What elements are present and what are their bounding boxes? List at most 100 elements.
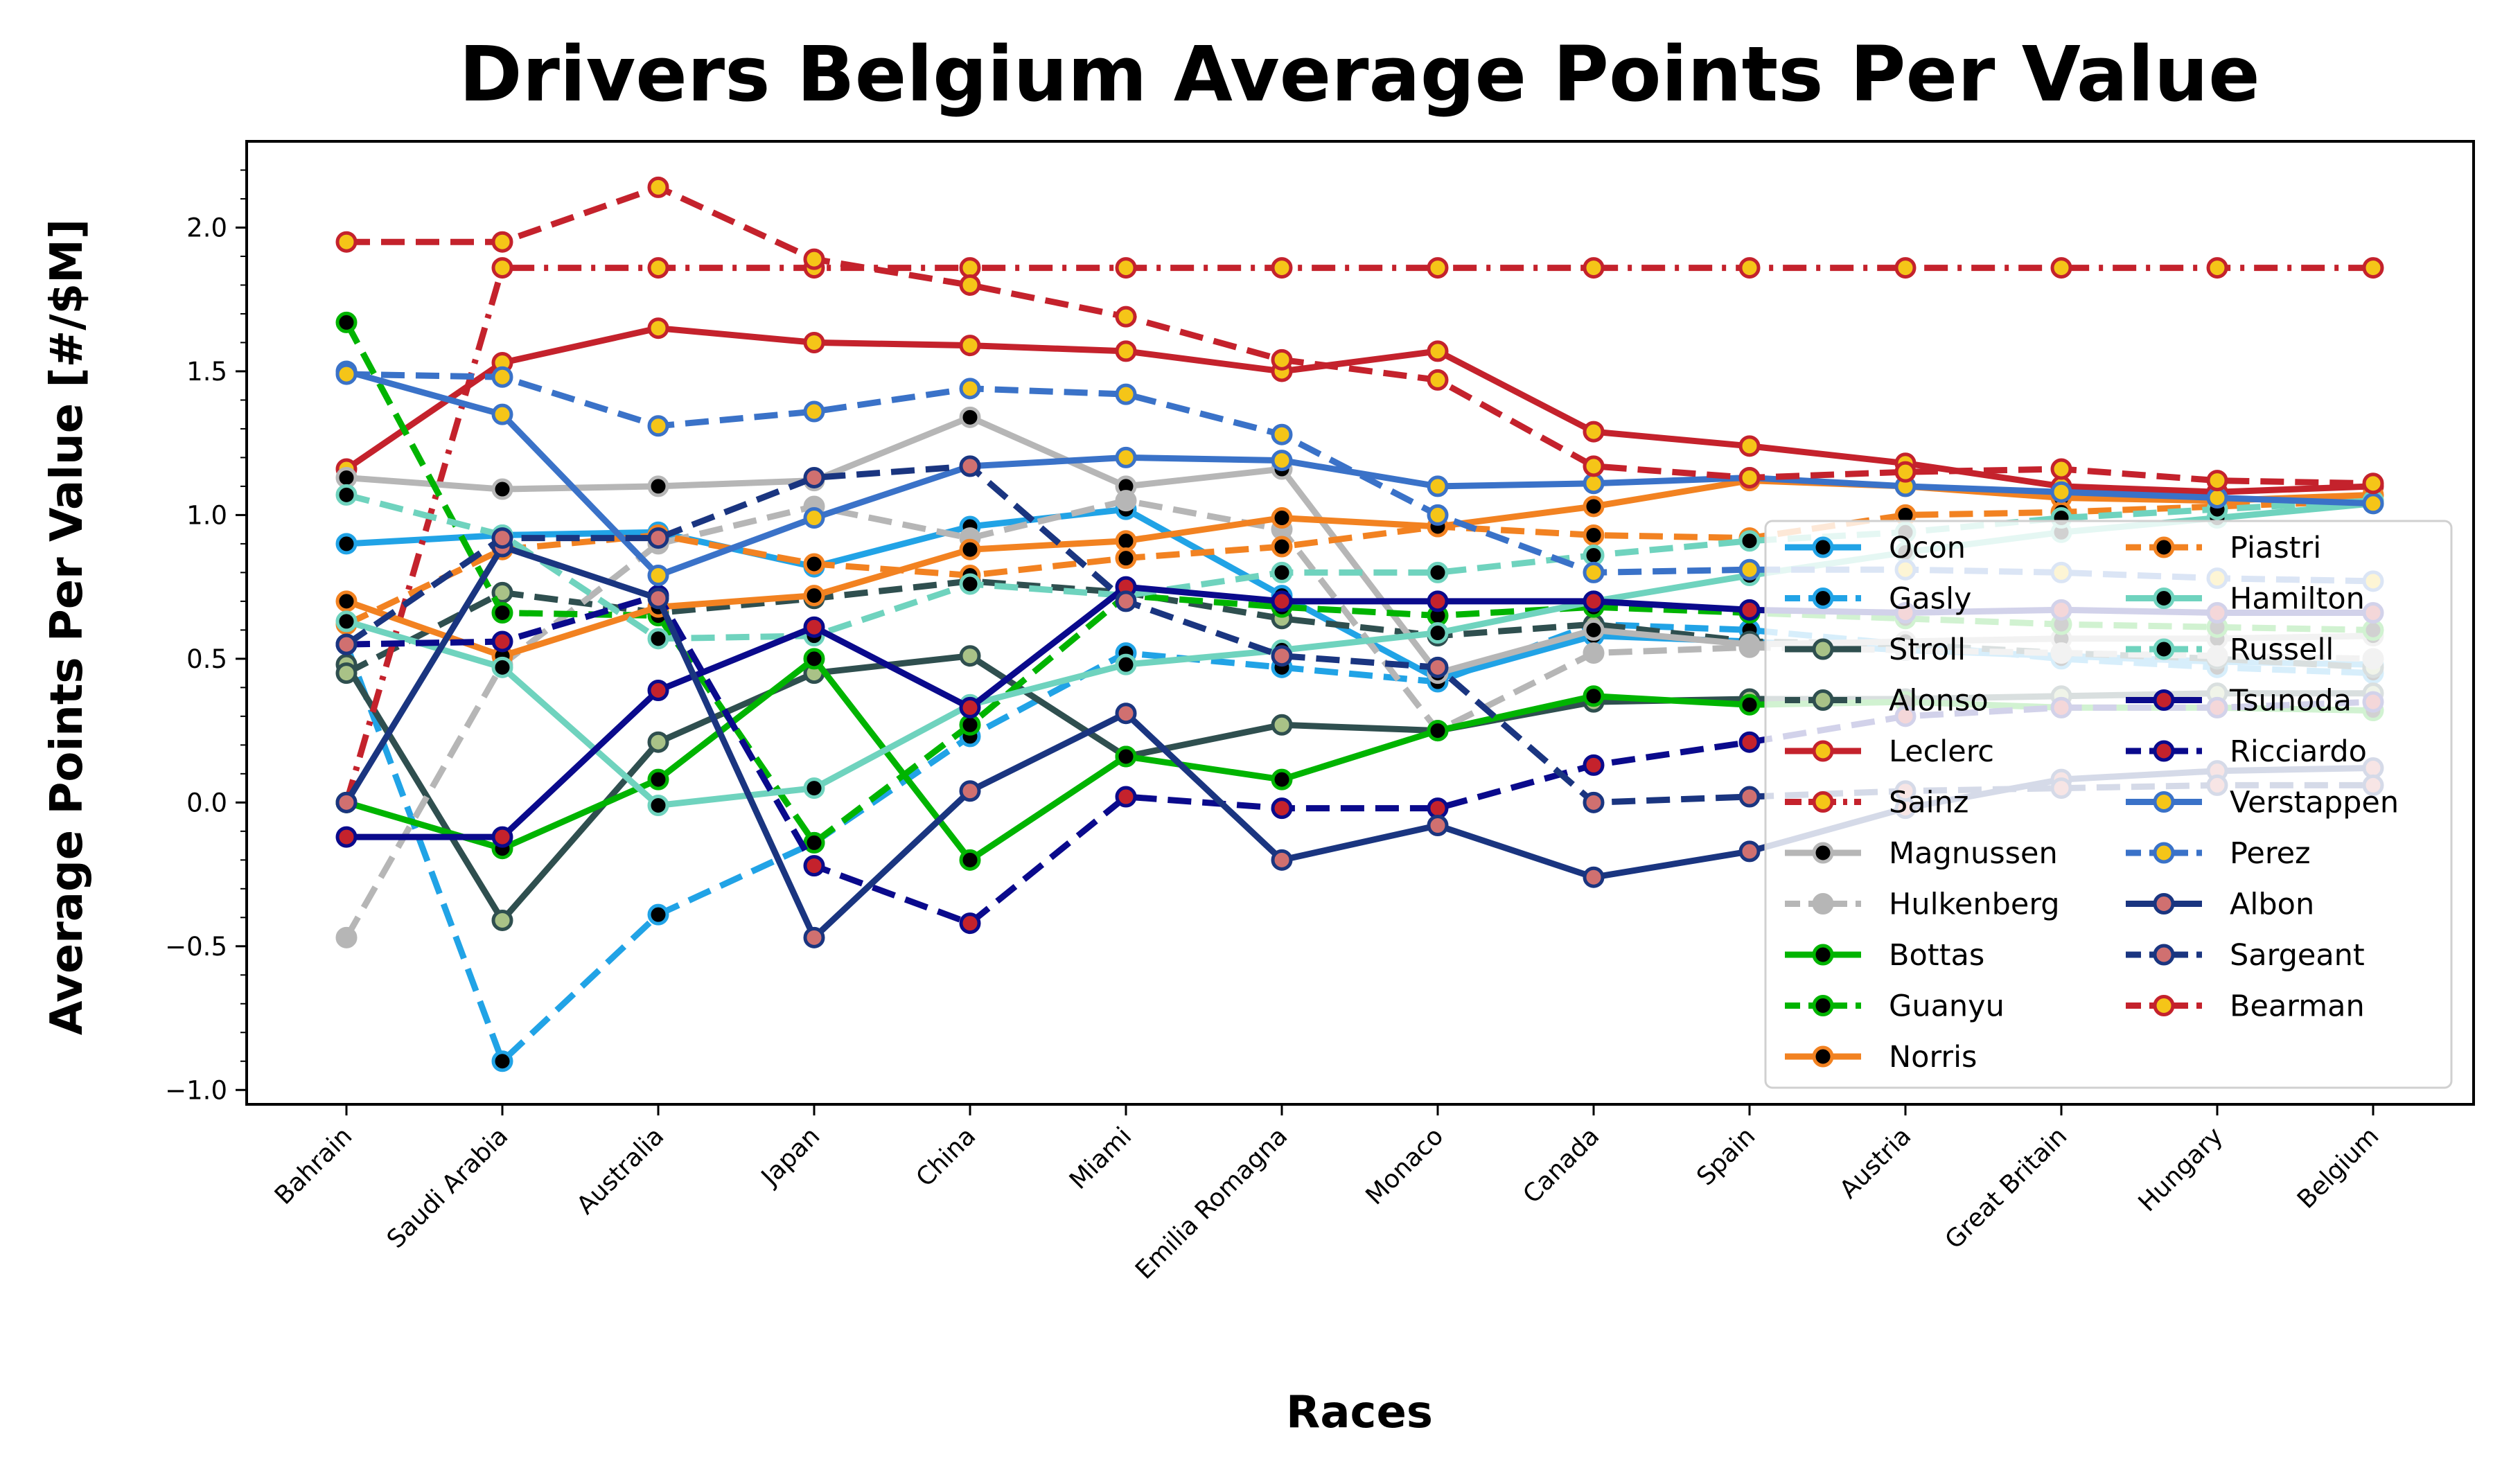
data-point	[1583, 524, 1605, 546]
y-axis-label: Average Points Per Value [#/$M]	[42, 219, 93, 1035]
data-point	[1271, 450, 1293, 472]
data-point	[803, 248, 825, 270]
data-point	[647, 628, 669, 650]
legend-item-bottas: Bottas	[1785, 938, 1984, 973]
data-point	[1271, 536, 1293, 558]
data-point	[1427, 475, 1449, 497]
y-tick-label: −1.0	[165, 1075, 227, 1105]
legend-marker	[1812, 1045, 1834, 1068]
legend-item-bearman: Bearman	[2126, 989, 2365, 1024]
data-point	[335, 791, 358, 813]
data-point	[2206, 487, 2228, 509]
y-axis: −1.0 −0.5 0.0 0.5 1.0 1.5 2.0	[165, 169, 247, 1105]
data-point	[1115, 786, 1137, 808]
data-point	[959, 849, 981, 871]
chart-title: Drivers Belgium Average Points Per Value	[459, 30, 2259, 118]
data-point	[1115, 446, 1137, 468]
data-point	[1894, 461, 1917, 483]
data-point	[1115, 745, 1137, 768]
legend-marker	[1812, 893, 1834, 915]
data-point	[1583, 257, 1605, 279]
data-point	[1738, 466, 1761, 488]
data-point	[1271, 423, 1293, 445]
legend-marker	[1812, 638, 1834, 660]
data-point	[803, 507, 825, 529]
legend-label: Ricciardo	[2230, 734, 2367, 769]
data-point	[1583, 495, 1605, 518]
legend-label: Verstappen	[2230, 786, 2399, 820]
legend-marker	[1812, 791, 1834, 813]
data-point	[1115, 530, 1137, 552]
data-point	[1583, 754, 1605, 776]
data-point	[959, 335, 981, 357]
legend-item-sainz: Sainz	[1785, 786, 1968, 820]
x-tick-label: Belgium	[2292, 1122, 2384, 1214]
data-point	[647, 680, 669, 702]
data-point	[647, 794, 669, 816]
data-point	[959, 573, 981, 595]
data-point	[335, 633, 358, 655]
legend-marker	[2153, 842, 2175, 864]
data-point	[803, 777, 825, 800]
y-tick-label: 2.0	[186, 213, 227, 242]
legend-label: Stroll	[1889, 633, 1966, 667]
legend-label: Magnussen	[1889, 836, 2058, 871]
data-point	[491, 826, 513, 848]
x-tick-label: China	[911, 1122, 982, 1192]
y-tick-label: 0.0	[186, 788, 227, 818]
data-point	[647, 176, 669, 198]
legend: Ocon Gasly Stroll Alonso Leclerc Sainz Magnuss…	[1764, 520, 2453, 1089]
data-point	[1271, 797, 1293, 820]
data-point	[959, 780, 981, 802]
data-point	[647, 527, 669, 549]
data-point	[491, 909, 513, 931]
data-point	[491, 1050, 513, 1072]
data-point	[2206, 470, 2228, 492]
data-point	[1738, 530, 1761, 552]
data-point	[1427, 257, 1449, 279]
legend-item-russell: Russell	[2126, 633, 2334, 667]
data-point	[1738, 636, 1761, 658]
plot-area	[245, 140, 2475, 1106]
legend-marker	[2153, 536, 2175, 558]
data-point	[1115, 547, 1137, 569]
legend-item-perez: Perez	[2126, 836, 2311, 871]
data-point	[335, 826, 358, 848]
data-point	[1583, 544, 1605, 566]
legend-marker	[1812, 689, 1834, 711]
y-tick-label: −0.5	[165, 932, 227, 962]
legend-marker	[2153, 740, 2175, 762]
legend-label: Leclerc	[1889, 734, 1994, 769]
data-point	[1583, 791, 1605, 813]
plot-frame	[245, 140, 2475, 1106]
data-point	[803, 616, 825, 638]
legend-marker	[2153, 588, 2175, 609]
data-point	[1738, 558, 1761, 581]
legend-item-alonso: Alonso	[1785, 684, 1989, 718]
data-point	[1427, 369, 1449, 391]
legend-marker	[2153, 689, 2175, 711]
legend-label: Bearman	[2230, 989, 2365, 1024]
x-tick-label: Saudi Arabia	[382, 1122, 514, 1254]
data-point	[1427, 590, 1449, 612]
data-point	[2050, 257, 2072, 279]
series-line	[343, 265, 2373, 804]
data-point	[2362, 493, 2384, 515]
x-axis: Bahrain Saudi Arabia Australia Japan China Mi…	[270, 1104, 2384, 1285]
data-point	[1271, 590, 1293, 612]
legend-label: Tsunoda	[2229, 684, 2352, 718]
legend-item-hulkenberg: Hulkenberg	[1785, 887, 2060, 922]
x-tick-label: Hungary	[2133, 1122, 2229, 1217]
data-point	[1271, 849, 1293, 871]
data-point	[2050, 458, 2072, 480]
data-point	[491, 656, 513, 678]
data-point	[335, 231, 358, 253]
legend-label: Perez	[2230, 836, 2311, 871]
data-point	[959, 406, 981, 428]
data-point	[491, 581, 513, 603]
data-point	[959, 912, 981, 935]
data-point	[647, 731, 669, 753]
data-point	[491, 527, 513, 549]
data-point	[1271, 257, 1293, 279]
data-point	[959, 696, 981, 718]
